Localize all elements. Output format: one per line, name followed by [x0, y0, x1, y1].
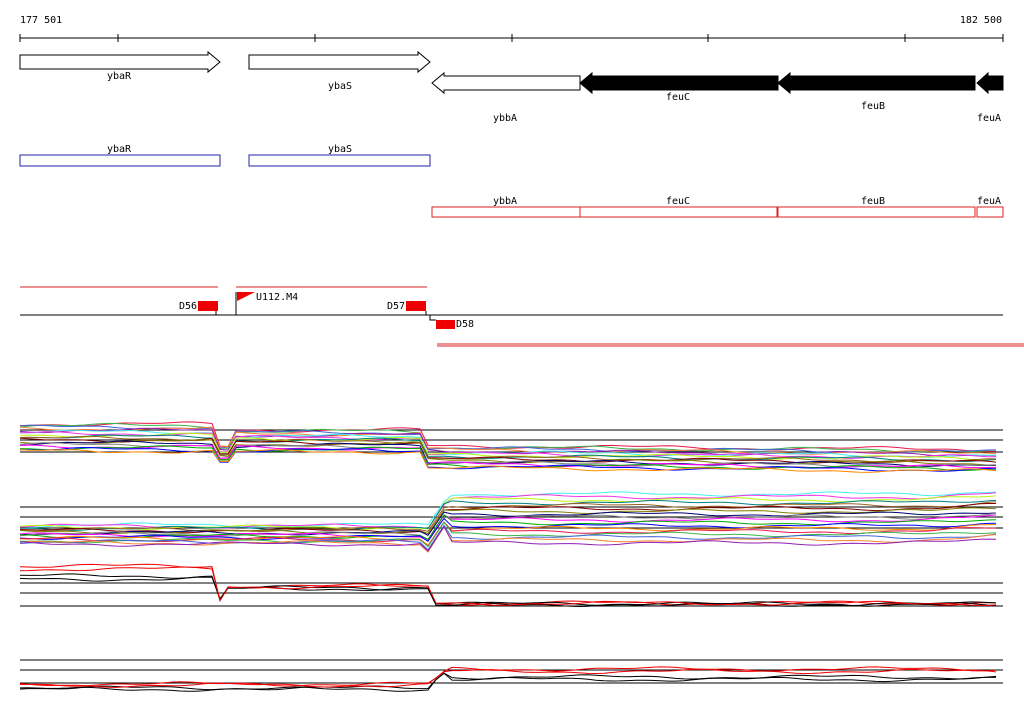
- feature-track: [20, 286, 1024, 347]
- feature-stem: [429, 315, 436, 321]
- expression-profile: [19, 672, 997, 691]
- expression-profile: [19, 503, 996, 535]
- gene-track: [19, 50, 1004, 95]
- gene-label: feuB: [861, 101, 885, 112]
- expression-profile: [19, 517, 997, 542]
- gene-arrow: [248, 50, 431, 74]
- annotation-label: feuB: [861, 196, 885, 207]
- feature-label: D56: [179, 301, 197, 312]
- gene-arrow: [777, 71, 976, 95]
- expression-profile: [19, 514, 997, 542]
- expression-profile: [19, 495, 997, 530]
- gene-label: ybbA: [493, 113, 517, 124]
- ruler-start: 177 501: [20, 15, 62, 26]
- expression-profile: [20, 521, 997, 548]
- annotation-track: [19, 154, 1004, 218]
- expression-profile: [19, 563, 997, 606]
- feature-marker: [198, 301, 218, 311]
- expression-profile: [19, 440, 997, 468]
- annotation-label: ybbA: [493, 196, 517, 207]
- expression-profile: [19, 446, 997, 472]
- feature-marker: [436, 320, 455, 329]
- annotation-box: [777, 206, 976, 218]
- gene-label: feuA: [977, 113, 1001, 124]
- annotation-box: [976, 206, 1004, 218]
- gene-arrow: [976, 71, 1004, 95]
- annotation-label: feuC: [666, 196, 690, 207]
- ruler: 177 501 182 500: [19, 15, 1004, 42]
- annotation-box: [431, 206, 581, 218]
- expression-profile: [19, 434, 997, 463]
- expression-profile: [19, 422, 997, 453]
- expression-profile: [19, 576, 997, 608]
- gene-label: ybaS: [328, 81, 352, 92]
- expression-tracks: [19, 421, 1003, 692]
- expression-profile: [19, 672, 997, 692]
- gene-arrow: [579, 71, 779, 95]
- flag: [237, 292, 255, 301]
- annotation-box: [579, 206, 778, 218]
- ruler-end: 182 500: [960, 15, 1002, 26]
- annotation-box: [19, 154, 221, 167]
- annotation-label: ybaS: [328, 144, 352, 155]
- feature-label: D58: [456, 319, 474, 330]
- gene-label: feuC: [666, 92, 690, 103]
- expression-profile: [19, 566, 997, 607]
- annotation-label: ybaR: [107, 144, 132, 155]
- expression-profile: [19, 507, 997, 535]
- expression-profile: [19, 666, 997, 687]
- expression-profile: [19, 501, 997, 533]
- annotation-box: [248, 154, 431, 167]
- expression-profile: [19, 437, 997, 464]
- annotation-label: feuA: [977, 196, 1001, 207]
- gene-arrow: [431, 71, 581, 95]
- gene-arrow: [19, 50, 221, 74]
- expression-profile: [19, 668, 997, 688]
- expression-profile: [19, 491, 997, 528]
- expression-profile: [19, 426, 997, 455]
- feature-label: U112.M4: [256, 292, 298, 303]
- expression-profile: [19, 511, 997, 536]
- feature-marker: [406, 301, 426, 311]
- feature-label: D57: [387, 301, 405, 312]
- expression-profile: [19, 449, 997, 473]
- expression-profile: [19, 525, 997, 552]
- gene-label: ybaR: [107, 71, 132, 82]
- expression-profile: [19, 499, 997, 532]
